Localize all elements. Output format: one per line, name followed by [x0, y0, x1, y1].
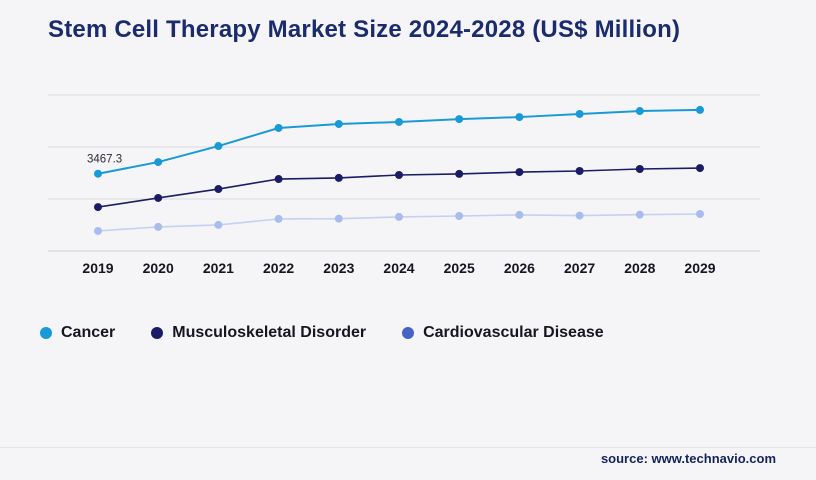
- data-point-cardiovascular-disease: [395, 212, 403, 221]
- legend-marker-icon: [402, 327, 415, 339]
- data-point-musculoskeletal-disorder: [94, 203, 102, 212]
- legend-marker-icon: [151, 327, 164, 339]
- data-point-cardiovascular-disease: [515, 210, 524, 219]
- data-point-cancer: [635, 107, 644, 116]
- data-point-cancer: [455, 115, 464, 124]
- data-point-cancer: [696, 105, 704, 114]
- x-axis-label-2020: 2020: [143, 260, 174, 276]
- chart-area: 3467.3 2019 2020 2021 2022 2023 2024 2025 2026 20…: [40, 85, 770, 285]
- data-point-cardiovascular-disease: [455, 212, 464, 221]
- footer-divider: [0, 447, 816, 448]
- x-axis-label-2019: 2019: [82, 260, 113, 276]
- data-point-musculoskeletal-disorder: [334, 173, 343, 182]
- data-point-cancer: [334, 119, 343, 128]
- data-point-musculoskeletal-disorder: [515, 168, 524, 177]
- data-point-cardiovascular-disease: [154, 222, 163, 231]
- data-point-cardiovascular-disease: [94, 226, 102, 235]
- data-point-cancer: [94, 169, 102, 178]
- data-point-cardiovascular-disease: [214, 220, 223, 229]
- point-value-label: 3467.3: [87, 154, 122, 166]
- data-point-musculoskeletal-disorder: [635, 164, 644, 173]
- x-axis-label-2026: 2026: [504, 260, 535, 276]
- data-point-musculoskeletal-disorder: [154, 193, 163, 202]
- data-point-musculoskeletal-disorder: [696, 164, 704, 173]
- x-axis-label-2025: 2025: [444, 260, 475, 276]
- data-point-cancer: [575, 109, 584, 118]
- data-point-cardiovascular-disease: [575, 211, 584, 220]
- legend-marker-icon: [40, 327, 52, 339]
- x-axis-label-2022: 2022: [263, 260, 294, 276]
- data-point-cancer: [274, 123, 283, 132]
- data-point-cancer: [154, 158, 163, 167]
- legend-item-musculoskeletal-disorder: Musculoskeletal Disorder: [151, 324, 366, 342]
- legend-item-cardiovascular-disease: Cardiovascular Disease: [402, 324, 604, 342]
- source-credit: source: www.technavio.com: [600, 451, 776, 466]
- data-point-cancer: [214, 142, 223, 151]
- data-point-musculoskeletal-disorder: [274, 175, 283, 184]
- data-point-cardiovascular-disease: [635, 210, 644, 219]
- data-point-cancer: [395, 117, 403, 126]
- data-point-musculoskeletal-disorder: [455, 169, 464, 178]
- data-point-cancer: [515, 113, 524, 122]
- x-axis-label-2029: 2029: [684, 260, 715, 276]
- x-axis-label-2028: 2028: [624, 260, 655, 276]
- legend-item-cancer: Cancer: [40, 324, 115, 342]
- data-point-cardiovascular-disease: [696, 210, 704, 219]
- chart-title: Stem Cell Therapy Market Size 2024-2028 …: [48, 16, 681, 43]
- x-axis-label-2021: 2021: [203, 260, 234, 276]
- legend-label: Cancer: [61, 324, 116, 341]
- data-point-cardiovascular-disease: [274, 214, 283, 223]
- data-point-cardiovascular-disease: [334, 214, 343, 223]
- x-axis-label-2027: 2027: [564, 260, 595, 276]
- data-point-musculoskeletal-disorder: [575, 166, 584, 175]
- legend-label: Musculoskeletal Disorder: [172, 324, 367, 341]
- legend-label: Cardiovascular Disease: [423, 324, 604, 341]
- x-axis-label-2023: 2023: [323, 260, 354, 276]
- data-point-musculoskeletal-disorder: [214, 185, 223, 194]
- data-point-musculoskeletal-disorder: [395, 171, 403, 180]
- market-line-chart: 3467.3 2019 2020 2021 2022 2023 2024 2025 2026 20…: [48, 94, 760, 276]
- x-axis-label-2024: 2024: [383, 260, 414, 276]
- chart-legend: Cancer Musculoskeletal Disorder Cardiovasc…: [40, 324, 604, 342]
